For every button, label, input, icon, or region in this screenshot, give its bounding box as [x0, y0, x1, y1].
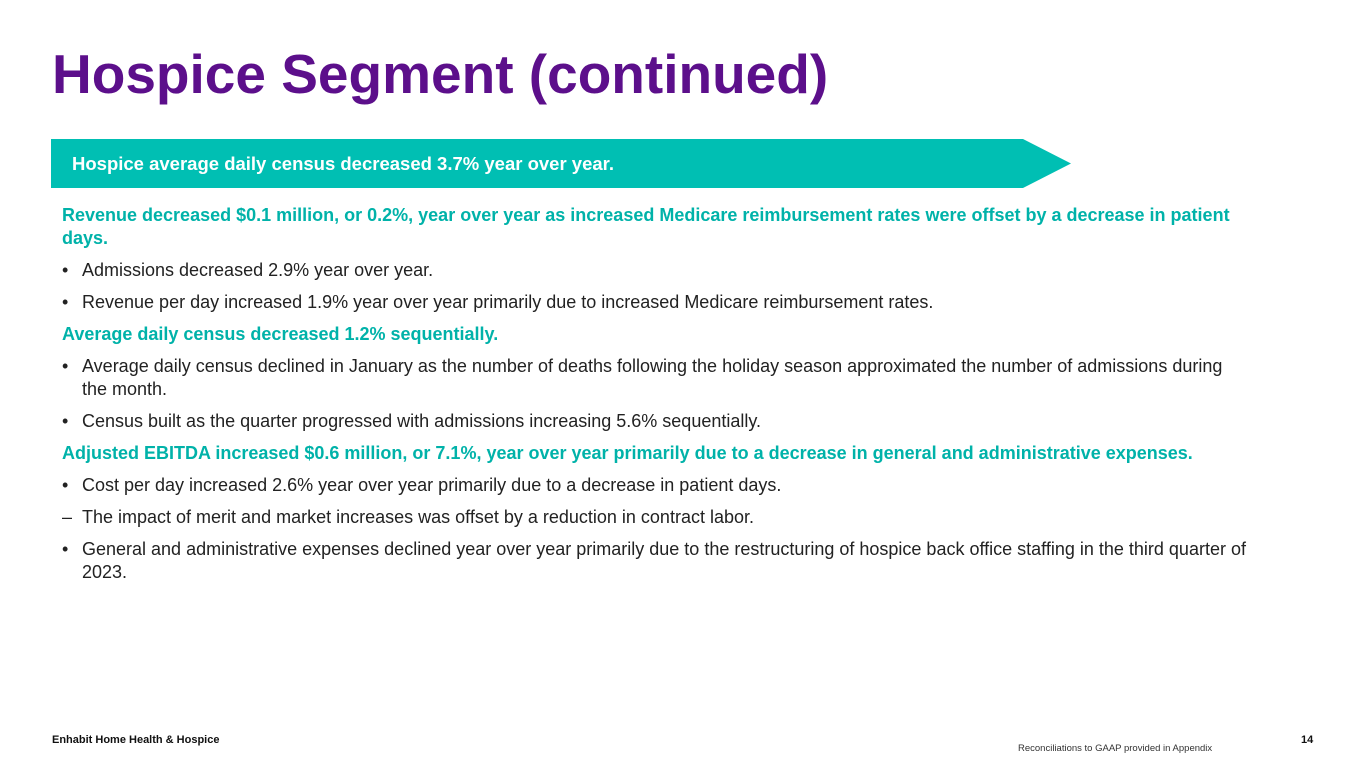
bullet-marker: • — [62, 356, 69, 376]
bullet-marker: • — [62, 539, 69, 559]
bullet-admissions: • Admissions decreased 2.9% year over ye… — [62, 259, 1252, 282]
slide-title: Hospice Segment (continued) — [52, 43, 829, 105]
bullet-text: Cost per day increased 2.6% year over ye… — [82, 475, 782, 495]
footer-company: Enhabit Home Health & Hospice — [52, 734, 220, 746]
bullet-text: General and administrative expenses decl… — [82, 539, 1246, 582]
bullet-text: Revenue per day increased 1.9% year over… — [82, 292, 934, 312]
bullet-marker: • — [62, 475, 69, 495]
bullet-g-and-a: • General and administrative expenses de… — [62, 538, 1252, 584]
bullet-text: Average daily census declined in January… — [82, 356, 1223, 399]
footer-note: Reconciliations to GAAP provided in Appe… — [1018, 743, 1213, 754]
banner-text: Hospice average daily census decreased 3… — [72, 153, 614, 174]
slide-content: Revenue decreased $0.1 million, or 0.2%,… — [62, 204, 1252, 593]
page-number: 14 — [1301, 734, 1314, 746]
section-heading-revenue: Revenue decreased $0.1 million, or 0.2%,… — [62, 205, 1230, 248]
bullet-text: Admissions decreased 2.9% year over year… — [82, 260, 434, 280]
section-heading-census: Average daily census decreased 1.2% sequ… — [62, 324, 499, 344]
bullet-marker: • — [62, 292, 69, 312]
bullet-marker: • — [62, 411, 69, 431]
bullet-cost-per-day: • Cost per day increased 2.6% year over … — [62, 474, 1252, 497]
section-heading-ebitda: Adjusted EBITDA increased $0.6 million, … — [62, 443, 1193, 463]
bullet-text: Census built as the quarter progressed w… — [82, 411, 762, 431]
sub-bullet-merit: – The impact of merit and market increas… — [62, 506, 1252, 529]
highlight-banner: Hospice average daily census decreased 3… — [51, 139, 1071, 188]
sub-bullet-marker: – — [62, 507, 73, 527]
sub-bullet-text: The impact of merit and market increases… — [82, 507, 754, 527]
bullet-revenue-per-day: • Revenue per day increased 1.9% year ov… — [62, 291, 1252, 314]
bullet-census-built: • Census built as the quarter progressed… — [62, 410, 1252, 433]
bullet-marker: • — [62, 260, 69, 280]
bullet-census-january: • Average daily census declined in Janua… — [62, 355, 1252, 401]
